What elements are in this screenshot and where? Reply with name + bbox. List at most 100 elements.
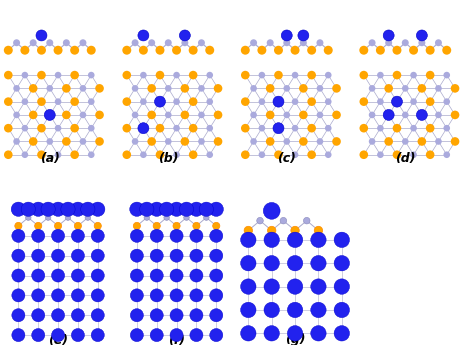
Circle shape xyxy=(46,111,53,118)
Circle shape xyxy=(418,111,426,119)
Circle shape xyxy=(88,125,94,131)
Circle shape xyxy=(95,233,100,239)
Circle shape xyxy=(95,137,104,146)
Circle shape xyxy=(15,252,22,259)
Circle shape xyxy=(402,39,409,46)
Circle shape xyxy=(369,138,375,145)
Circle shape xyxy=(13,85,20,92)
Circle shape xyxy=(181,137,189,146)
Circle shape xyxy=(147,137,156,146)
Circle shape xyxy=(194,293,199,298)
Circle shape xyxy=(274,71,283,79)
Circle shape xyxy=(52,328,64,342)
Circle shape xyxy=(55,273,61,278)
Circle shape xyxy=(13,138,20,145)
Circle shape xyxy=(241,279,256,294)
Circle shape xyxy=(150,328,163,342)
Circle shape xyxy=(32,229,45,243)
Circle shape xyxy=(95,111,104,119)
Circle shape xyxy=(155,124,164,132)
Circle shape xyxy=(377,72,383,78)
Circle shape xyxy=(213,222,220,229)
Circle shape xyxy=(199,202,213,216)
Circle shape xyxy=(283,138,290,145)
Circle shape xyxy=(418,137,426,146)
Circle shape xyxy=(72,249,84,262)
Circle shape xyxy=(91,269,104,282)
Circle shape xyxy=(147,111,156,119)
Circle shape xyxy=(35,222,42,229)
Circle shape xyxy=(193,272,200,279)
Circle shape xyxy=(122,124,131,132)
Circle shape xyxy=(325,125,331,131)
Circle shape xyxy=(75,332,81,338)
Circle shape xyxy=(206,125,213,131)
Circle shape xyxy=(130,249,144,262)
Circle shape xyxy=(213,233,219,239)
Circle shape xyxy=(241,97,250,106)
Circle shape xyxy=(435,138,442,145)
Circle shape xyxy=(287,256,303,271)
Circle shape xyxy=(16,313,21,318)
Circle shape xyxy=(70,124,79,132)
Circle shape xyxy=(16,273,21,278)
Circle shape xyxy=(74,232,82,239)
Circle shape xyxy=(193,222,200,229)
Circle shape xyxy=(332,84,341,93)
Circle shape xyxy=(94,252,101,259)
Circle shape xyxy=(266,111,274,119)
Circle shape xyxy=(334,256,349,271)
Circle shape xyxy=(12,309,25,322)
Circle shape xyxy=(37,124,46,132)
Circle shape xyxy=(72,289,84,302)
Circle shape xyxy=(266,137,274,146)
Circle shape xyxy=(26,215,31,220)
Text: (e): (e) xyxy=(48,334,68,345)
Circle shape xyxy=(130,309,144,322)
Circle shape xyxy=(179,202,194,216)
Circle shape xyxy=(325,98,331,105)
Circle shape xyxy=(88,72,94,78)
Circle shape xyxy=(150,269,163,282)
Circle shape xyxy=(91,202,105,216)
Circle shape xyxy=(250,111,257,118)
Circle shape xyxy=(154,332,159,338)
Circle shape xyxy=(409,46,418,55)
Circle shape xyxy=(193,232,200,239)
Circle shape xyxy=(29,111,37,119)
Circle shape xyxy=(210,229,223,243)
Circle shape xyxy=(72,328,84,342)
Circle shape xyxy=(307,46,316,55)
Circle shape xyxy=(52,309,64,322)
Circle shape xyxy=(410,151,417,158)
Circle shape xyxy=(194,253,199,258)
Circle shape xyxy=(81,202,95,216)
Circle shape xyxy=(61,202,75,216)
Circle shape xyxy=(210,309,223,322)
Circle shape xyxy=(70,71,79,79)
Circle shape xyxy=(55,151,61,158)
Circle shape xyxy=(12,269,25,282)
Circle shape xyxy=(154,253,159,258)
Circle shape xyxy=(29,84,37,93)
Circle shape xyxy=(383,109,394,120)
Circle shape xyxy=(324,46,333,55)
Circle shape xyxy=(80,85,86,92)
Circle shape xyxy=(122,97,131,106)
Circle shape xyxy=(32,269,45,282)
Circle shape xyxy=(377,98,383,105)
Circle shape xyxy=(150,249,163,262)
Circle shape xyxy=(32,309,45,322)
Circle shape xyxy=(165,39,172,46)
Circle shape xyxy=(52,289,64,302)
Circle shape xyxy=(55,292,62,299)
Circle shape xyxy=(257,46,266,55)
Circle shape xyxy=(173,151,180,158)
Circle shape xyxy=(264,326,279,341)
Circle shape xyxy=(442,46,451,55)
Circle shape xyxy=(91,249,104,262)
Circle shape xyxy=(62,84,71,93)
Circle shape xyxy=(70,46,79,55)
Circle shape xyxy=(244,226,253,235)
Circle shape xyxy=(299,84,308,93)
